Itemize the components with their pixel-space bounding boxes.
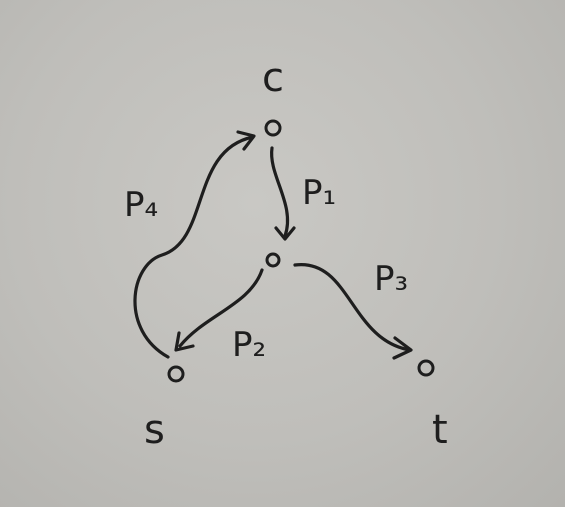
label-edge-p3: P₃ (374, 259, 409, 299)
label-node-s: s (144, 407, 165, 453)
node-t (417, 359, 435, 377)
node-c (264, 119, 282, 137)
edge-p4-arrowhead (236, 130, 256, 151)
label-edge-p1: P₁ (302, 173, 337, 213)
edge-p2 (178, 268, 264, 348)
edge-p3-arrowhead (392, 336, 413, 360)
edge-p2-arrowhead (174, 331, 195, 352)
label-edge-p4: P₄ (124, 185, 159, 225)
edge-p4 (133, 135, 255, 359)
node-m (265, 252, 281, 268)
edge-p1 (270, 146, 290, 238)
node-s (167, 365, 185, 383)
label-edge-p2: P₂ (232, 325, 267, 365)
edge-p3 (293, 263, 412, 352)
edge-p1-arrowhead (274, 226, 296, 241)
label-node-t: t (432, 407, 448, 453)
label-node-c: c (262, 55, 284, 101)
